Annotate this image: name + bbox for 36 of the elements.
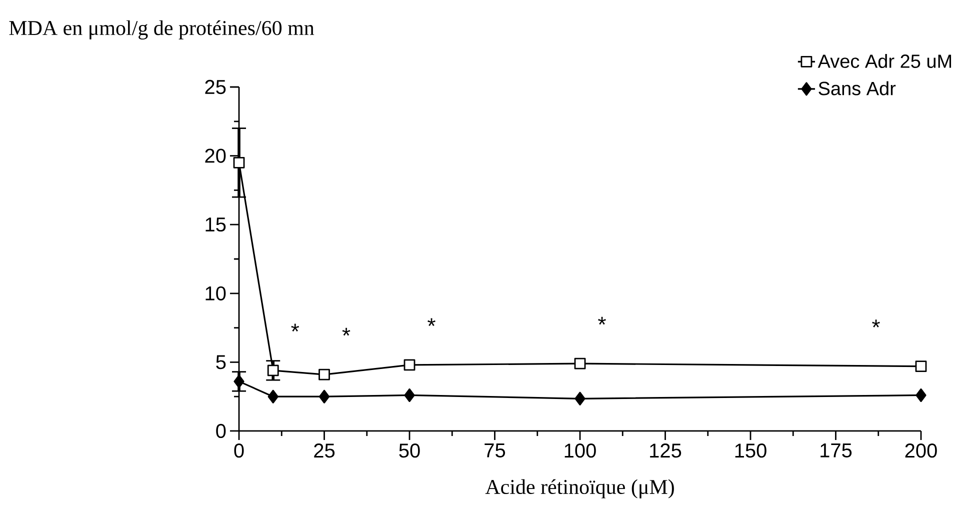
annotation: * [598,316,606,325]
point [404,359,416,371]
x-axis-title: Acide rétinoïque (μM) [485,479,674,498]
y-tick-label: 0 [216,424,226,438]
annotation: * [291,324,300,332]
point [233,156,245,168]
point [915,360,927,372]
y-tick-label: 25 [205,80,226,94]
x-tick-label: 25 [314,444,335,458]
x-tick-label: 175 [820,444,852,458]
y-tick-label: 15 [206,218,226,232]
point [318,368,330,380]
x-tick-label: 75 [484,444,506,458]
point [404,388,415,402]
x-tick-label: 125 [650,444,682,458]
legend-label: Avec Adr 25 uM [818,54,952,68]
point [574,358,586,370]
annotation: * [342,328,350,336]
y-axis-title: MDA en μmol/g de protéines/60 mn [9,20,314,40]
x-tick-label: 150 [735,444,766,458]
point [267,364,279,376]
point [268,390,278,404]
x-tick-label: 100 [564,444,596,458]
y-tick-label: 20 [205,148,226,163]
y-tick-label: 5 [216,355,226,370]
x-tick-label: 200 [905,444,937,458]
annotation: * [872,320,880,328]
point [916,388,926,402]
annotation: * [428,318,436,326]
point [318,390,330,404]
legend-label: Sans Adr [818,81,896,96]
point [574,392,586,406]
x-tick-label: 0 [234,444,244,458]
point [234,374,244,388]
y-tick-label: 10 [206,286,226,300]
x-tick-label: 50 [399,444,420,458]
